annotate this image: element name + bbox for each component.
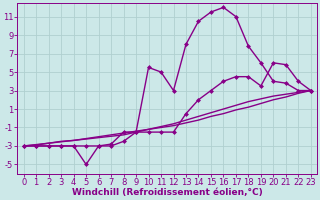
X-axis label: Windchill (Refroidissement éolien,°C): Windchill (Refroidissement éolien,°C) (72, 188, 263, 197)
